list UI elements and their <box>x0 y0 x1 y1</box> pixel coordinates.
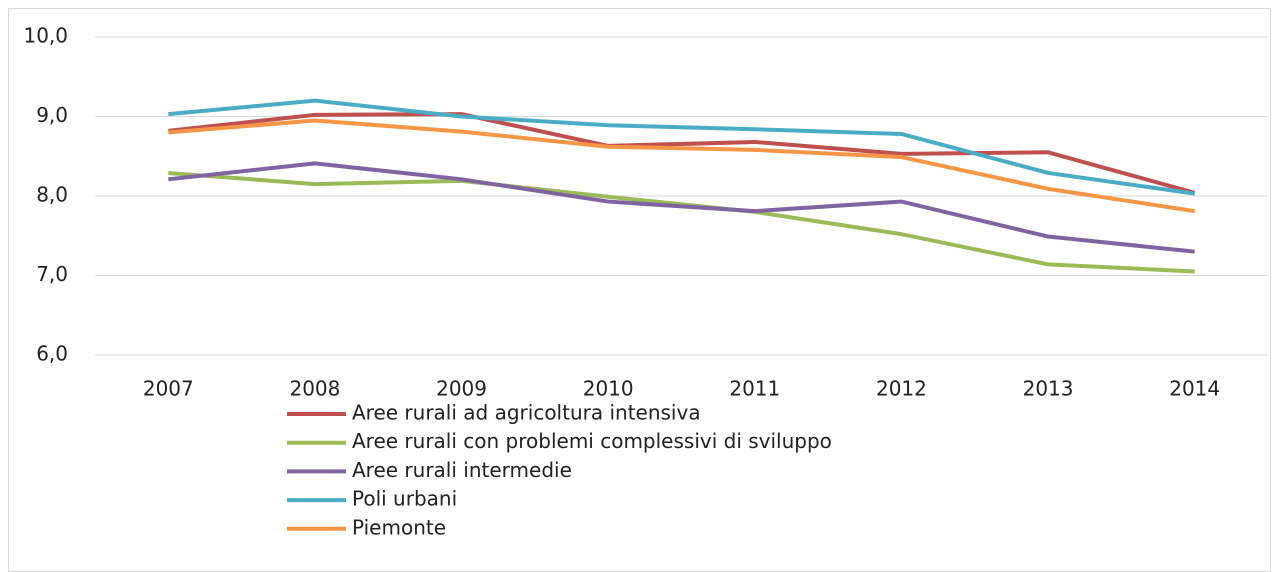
y-tick-label: 7,0 <box>36 262 68 286</box>
series-line <box>168 98 1195 196</box>
x-tick-label: 2011 <box>729 377 780 401</box>
legend-label: Piemonte <box>352 515 446 539</box>
y-tick-label: 8,0 <box>36 183 68 207</box>
x-tick-label: 2008 <box>289 377 340 401</box>
legend-label: Aree rurali ad agricoltura intensiva <box>352 401 701 425</box>
chart-frame <box>8 8 1271 572</box>
y-tick-label: 6,0 <box>36 342 68 366</box>
series-line <box>168 112 1196 195</box>
x-tick-label: 2009 <box>436 377 487 401</box>
x-tick-label: 2010 <box>583 377 634 401</box>
legend-label: Poli urbani <box>352 487 457 511</box>
legend-label: Aree rurali intermedie <box>352 458 572 482</box>
x-tick-label: 2014 <box>1169 377 1220 401</box>
x-tick-label: 2013 <box>1023 377 1074 401</box>
x-tick-label: 2007 <box>143 377 194 401</box>
y-tick-label: 9,0 <box>36 103 68 127</box>
y-tick-label: 10,0 <box>23 24 68 48</box>
legend-label: Aree rurali con problemi complessivi di … <box>352 429 832 453</box>
series-line <box>168 161 1195 254</box>
series-line <box>168 118 1195 214</box>
x-tick-label: 2012 <box>876 377 927 401</box>
